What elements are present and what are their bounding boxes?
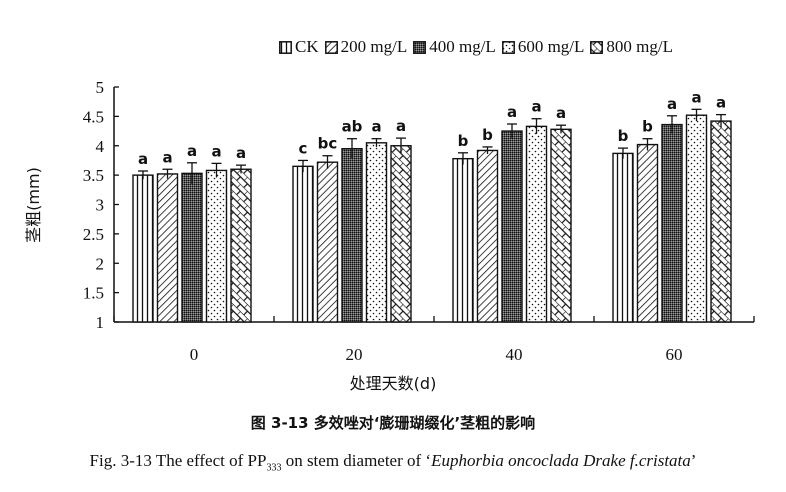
legend-swatch-icon: [413, 40, 427, 54]
significance-letter: a: [396, 117, 406, 135]
bar: [476, 149, 499, 323]
legend-swatch-icon: [590, 40, 604, 54]
x-tick-label: 40: [506, 345, 523, 364]
legend-label: 800 mg/L: [606, 37, 673, 56]
bar: [365, 142, 388, 323]
legend-swatch-icon: [279, 40, 292, 54]
bar: [156, 173, 179, 323]
x-tick-label: 20: [346, 345, 363, 364]
significance-letter: ab: [342, 118, 363, 136]
significance-letter: a: [211, 142, 221, 160]
y-tick-label: 1.5: [83, 284, 104, 303]
bar: [661, 123, 683, 323]
significance-letter: a: [187, 142, 197, 160]
significance-letter: a: [691, 88, 701, 106]
significance-letter: a: [667, 95, 677, 113]
x-axis-label: 处理天数(d): [349, 374, 437, 393]
caption-en-prefix: Fig. 3-13 The effect of PP: [89, 451, 267, 470]
significance-letter: a: [716, 94, 726, 112]
significance-letter: a: [507, 103, 517, 121]
legend-swatch-icon: [501, 40, 515, 54]
bar: [525, 125, 548, 323]
axes: 1 1.5 2 2.5 3 3.5 4 4.5 5 0 20 40 60: [83, 78, 755, 364]
bar: [550, 128, 572, 323]
legend-label: CK: [295, 37, 319, 56]
bar: [612, 152, 634, 323]
y-tick-label: 3.5: [83, 166, 104, 185]
legend-item: 400 mg/L: [413, 37, 496, 57]
bar: [230, 168, 252, 323]
caption-en-mid: on stem diameter of ‘: [281, 451, 432, 470]
caption-en-species: Euphorbia oncoclada Drake f.cristata: [431, 451, 691, 470]
bar: [685, 114, 708, 323]
y-tick-label: 4: [96, 137, 105, 156]
significance-letter: b: [618, 127, 629, 145]
legend-item: 800 mg/L: [590, 37, 673, 57]
significance-letter: bc: [318, 135, 338, 153]
bar: [205, 169, 228, 323]
y-tick-label: 5: [96, 78, 105, 97]
y-tick-label: 3: [96, 196, 105, 215]
legend-label: 400 mg/L: [429, 37, 496, 56]
significance-letter: b: [482, 126, 493, 144]
bar: [132, 174, 154, 323]
legend-swatch-icon: [324, 40, 338, 54]
significance-letter: a: [138, 150, 148, 168]
y-axis-label: 茎粗(mm): [24, 167, 43, 243]
significance-letter: a: [371, 118, 381, 136]
y-tick-label: 2.5: [83, 225, 104, 244]
caption-en-subscript: 333: [266, 462, 282, 474]
x-tick-label: 60: [666, 345, 683, 364]
bar: [292, 165, 314, 323]
significance-letter: b: [642, 118, 653, 136]
bar: [390, 145, 412, 323]
caption-english: Fig. 3-13 The effect of PP333 on stem di…: [0, 451, 786, 473]
caption-chinese: 图 3-13 多效唑对‘膨珊瑚缀化’茎粗的影响: [250, 414, 536, 432]
bar: [710, 120, 732, 323]
legend: CK 200 mg/L 400 mg/L 600 mg/L 800 mg/L: [279, 37, 673, 57]
bar: [341, 147, 363, 323]
significance-letter: a: [556, 104, 566, 122]
bar: [636, 143, 659, 323]
legend-item: 200 mg/L: [324, 37, 408, 57]
significance-letter: b: [458, 132, 469, 150]
significance-letter: a: [162, 148, 172, 166]
legend-label: 600 mg/L: [517, 37, 585, 56]
y-tick-label: 2: [96, 254, 105, 273]
bar: [181, 172, 203, 323]
bar: [452, 157, 474, 323]
legend-item: CK: [279, 37, 319, 57]
y-tick-label: 1: [96, 313, 105, 332]
legend-label: 200 mg/L: [340, 37, 408, 56]
x-tick-label: 0: [190, 345, 199, 364]
significance-letter: a: [531, 98, 541, 116]
significance-letter: c: [299, 139, 308, 157]
bar: [316, 161, 339, 323]
significance-letter: a: [236, 144, 246, 162]
caption-en-suffix: ’: [690, 451, 697, 470]
legend-item: 600 mg/L: [501, 37, 585, 57]
bar: [501, 130, 523, 323]
y-tick-label: 4.5: [83, 107, 104, 126]
